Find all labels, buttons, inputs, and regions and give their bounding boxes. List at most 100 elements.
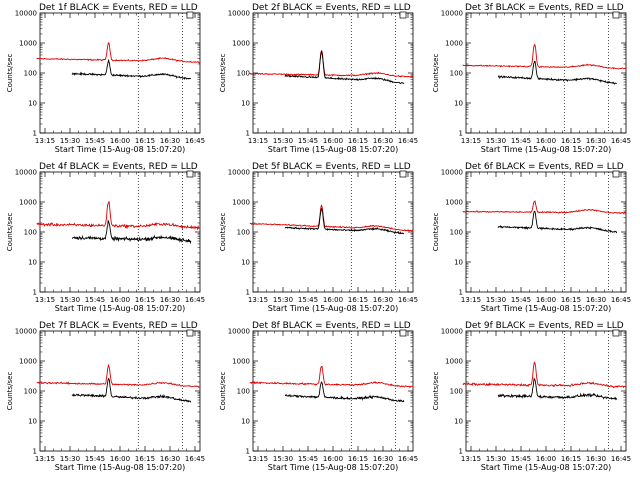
detector-panel-2: Det 2f BLACK = Events, RED = LLD 1 10 100 10… [219, 3, 418, 154]
y-axis-label: Counts/sec [432, 372, 440, 411]
x-tick-label: 16:15 [561, 137, 581, 145]
y-tick-label: 100 [237, 388, 250, 396]
y-tick-label: 100 [24, 388, 37, 396]
legend-marker [612, 11, 620, 19]
y-tick-label: 10000 [441, 10, 463, 18]
x-tick-label: 15:30 [60, 296, 80, 304]
x-tick-label: 16:00 [323, 296, 343, 304]
plot-frame [465, 330, 627, 452]
lld-series-line [249, 49, 414, 78]
panel-title: Det 7f BLACK = Events, RED = LLD [39, 321, 198, 331]
x-tick-label: 16:45 [398, 137, 418, 145]
panel-title: Det 2f BLACK = Events, RED = LLD [252, 3, 411, 13]
lld-series-line [36, 201, 201, 231]
x-axis-label: Start Time (15-Aug-08 15:07:20) [481, 304, 612, 313]
y-tick-label: 10 [454, 100, 463, 108]
y-axis-label: Counts/sec [219, 372, 227, 411]
x-axis-label: Start Time (15-Aug-08 15:07:20) [55, 304, 186, 313]
panel-title: Det 8f BLACK = Events, RED = LLD [252, 321, 411, 331]
y-tick-label: 1000 [445, 40, 463, 48]
x-tick-label: 15:45 [85, 137, 105, 145]
y-axis-label: Counts/sec [6, 54, 14, 93]
x-tick-label: 15:30 [486, 455, 506, 463]
x-tick-label: 16:30 [586, 137, 606, 145]
x-axis-label: Start Time (15-Aug-08 15:07:20) [268, 145, 399, 154]
y-tick-label: 1 [459, 130, 463, 138]
legend-marker [186, 329, 194, 337]
y-tick-label: 10 [241, 418, 250, 426]
y-tick-label: 10 [454, 418, 463, 426]
lld-series-line [462, 361, 627, 389]
legend-marker [186, 170, 194, 178]
x-tick-label: 16:00 [110, 137, 130, 145]
lld-series-line [249, 204, 414, 232]
y-tick-label: 10000 [15, 169, 37, 177]
x-tick-label: 16:30 [373, 455, 393, 463]
x-tick-label: 16:15 [135, 455, 155, 463]
x-tick-label: 15:30 [60, 455, 80, 463]
y-tick-label: 1 [246, 130, 250, 138]
events-series-line [497, 210, 618, 234]
x-tick-label: 16:45 [398, 296, 418, 304]
x-tick-label: 13:15 [461, 137, 481, 145]
x-tick-label: 13:15 [248, 455, 268, 463]
y-tick-label: 10000 [228, 328, 250, 336]
legend-marker [399, 170, 407, 178]
y-tick-label: 1000 [19, 358, 37, 366]
events-series-line [71, 377, 192, 403]
y-tick-label: 1 [246, 289, 250, 297]
plot-frame [252, 330, 414, 452]
detector-panel-6: Det 6f BLACK = Events, RED = LLD 1 10 100 10… [432, 162, 631, 313]
y-tick-label: 100 [450, 388, 463, 396]
events-series-line [71, 219, 192, 245]
x-tick-label: 16:45 [185, 455, 205, 463]
x-tick-label: 13:15 [248, 137, 268, 145]
y-tick-label: 1000 [232, 358, 250, 366]
x-tick-label: 16:30 [586, 296, 606, 304]
panel-title: Det 1f BLACK = Events, RED = LLD [39, 3, 198, 13]
legend-marker [186, 11, 194, 19]
x-tick-label: 16:30 [160, 137, 180, 145]
panel-title: Det 5f BLACK = Events, RED = LLD [252, 162, 411, 172]
events-series-line [284, 381, 405, 403]
x-tick-label: 16:30 [373, 137, 393, 145]
x-tick-label: 16:00 [536, 455, 556, 463]
y-tick-label: 1000 [19, 40, 37, 48]
y-tick-label: 1000 [19, 199, 37, 207]
x-tick-label: 16:00 [536, 296, 556, 304]
x-axis-label: Start Time (15-Aug-08 15:07:20) [55, 463, 186, 472]
y-tick-label: 10 [241, 100, 250, 108]
x-tick-label: 16:45 [185, 137, 205, 145]
y-tick-label: 10 [28, 418, 37, 426]
events-series-line [284, 207, 405, 235]
x-tick-label: 16:15 [135, 296, 155, 304]
x-tick-label: 15:30 [273, 137, 293, 145]
y-tick-label: 10 [241, 259, 250, 267]
x-tick-label: 15:45 [298, 296, 318, 304]
detector-panel-9: Det 9f BLACK = Events, RED = LLD 1 10 100 10… [432, 321, 631, 472]
legend-marker [612, 329, 620, 337]
x-tick-label: 15:45 [298, 137, 318, 145]
lld-series-line [462, 200, 627, 215]
detector-panel-1: Det 1f BLACK = Events, RED = LLD 1 10 100 10… [6, 3, 205, 154]
y-tick-label: 1000 [445, 199, 463, 207]
x-tick-label: 16:00 [323, 455, 343, 463]
x-tick-label: 16:15 [561, 455, 581, 463]
x-tick-label: 16:15 [348, 296, 368, 304]
x-tick-label: 15:30 [273, 296, 293, 304]
y-tick-label: 1 [459, 289, 463, 297]
panel-title: Det 4f BLACK = Events, RED = LLD [39, 162, 198, 172]
y-axis-label: Counts/sec [6, 213, 14, 252]
lld-series-line [36, 363, 201, 388]
plot-frame [39, 171, 201, 293]
lld-series-line [462, 44, 627, 70]
y-tick-label: 1 [246, 448, 250, 456]
panel-title: Det 3f BLACK = Events, RED = LLD [465, 3, 624, 13]
x-tick-label: 15:45 [511, 137, 531, 145]
x-axis-label: Start Time (15-Aug-08 15:07:20) [481, 463, 612, 472]
plot-frame [39, 330, 201, 452]
events-series-line [284, 50, 405, 85]
events-series-line [497, 60, 617, 85]
y-tick-label: 10 [454, 259, 463, 267]
